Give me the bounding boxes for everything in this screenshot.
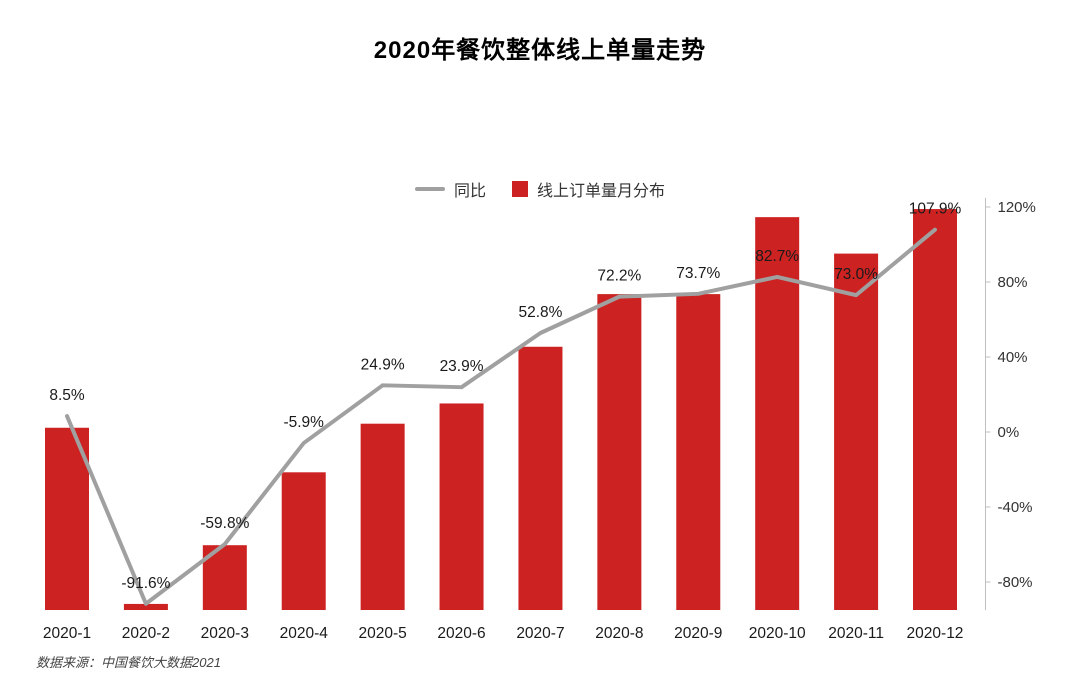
x-label-2020-4: 2020-4 <box>280 625 329 642</box>
x-label-2020-7: 2020-7 <box>516 625 564 642</box>
right-axis-tick-label: 120% <box>998 199 1036 216</box>
right-axis-tick-label: 40% <box>998 349 1028 366</box>
x-label-2020-5: 2020-5 <box>359 625 407 642</box>
bar-2020-10 <box>755 217 800 610</box>
data-label-2020-11: 73.0% <box>834 266 878 283</box>
bar-2020-5 <box>360 423 405 610</box>
data-label-2020-8: 72.2% <box>597 268 641 285</box>
legend-label-line: 同比 <box>453 183 486 200</box>
x-label-2020-2: 2020-2 <box>122 625 170 642</box>
bar-2020-1 <box>45 427 89 610</box>
legend-label-bar: 线上订单量月分布 <box>537 183 666 200</box>
data-label-2020-2: -91.6% <box>121 575 170 592</box>
x-label-2020-1: 2020-1 <box>43 625 91 642</box>
data-label-2020-9: 73.7% <box>676 265 720 282</box>
legend-item-bar: 线上订单量月分布 <box>512 177 665 201</box>
data-label-2020-4: -5.9% <box>283 414 324 431</box>
right-axis-tick-label: 80% <box>998 274 1028 291</box>
bar-2020-4 <box>281 472 326 610</box>
legend: 同比 线上订单量月分布 <box>0 177 1080 201</box>
data-label-2020-12: 107.9% <box>909 201 962 218</box>
right-axis-tick-label: -40% <box>998 499 1033 516</box>
bar-2020-6 <box>439 403 484 610</box>
chart-title: 2020年餐饮整体线上单量走势 <box>373 37 707 64</box>
bar-2020-2 <box>123 603 168 610</box>
data-label-2020-1: 8.5% <box>49 387 85 404</box>
data-source-note: 数据来源：中国餐饮大数据2021 <box>36 655 221 670</box>
right-axis-tick-label: -80% <box>998 574 1033 591</box>
yoy-line <box>65 227 937 606</box>
data-label-2020-3: -59.8% <box>200 515 249 532</box>
bar-2020-8 <box>597 294 642 610</box>
bar-2020-7 <box>518 346 563 610</box>
bar-2020-11 <box>834 253 879 610</box>
x-label-2020-12: 2020-12 <box>907 625 964 642</box>
data-label-2020-6: 23.9% <box>440 358 484 375</box>
x-label-2020-9: 2020-9 <box>674 625 722 642</box>
x-label-2020-11: 2020-11 <box>828 625 884 642</box>
x-label-2020-6: 2020-6 <box>437 625 485 642</box>
data-label-2020-10: 82.7% <box>755 248 799 265</box>
data-label-2020-7: 52.8% <box>518 304 562 321</box>
x-label-2020-3: 2020-3 <box>201 625 249 642</box>
bar-2020-9 <box>676 294 721 610</box>
right-axis-tick-label: 0% <box>998 424 1020 441</box>
bar-2020-12 <box>913 209 957 611</box>
legend-item-line: 同比 <box>414 177 486 201</box>
x-label-2020-10: 2020-10 <box>749 625 806 642</box>
data-label-2020-5: 24.9% <box>361 356 405 373</box>
line-series-swatch <box>414 187 445 191</box>
x-label-2020-8: 2020-8 <box>595 625 643 642</box>
bar-series-swatch <box>512 181 528 197</box>
